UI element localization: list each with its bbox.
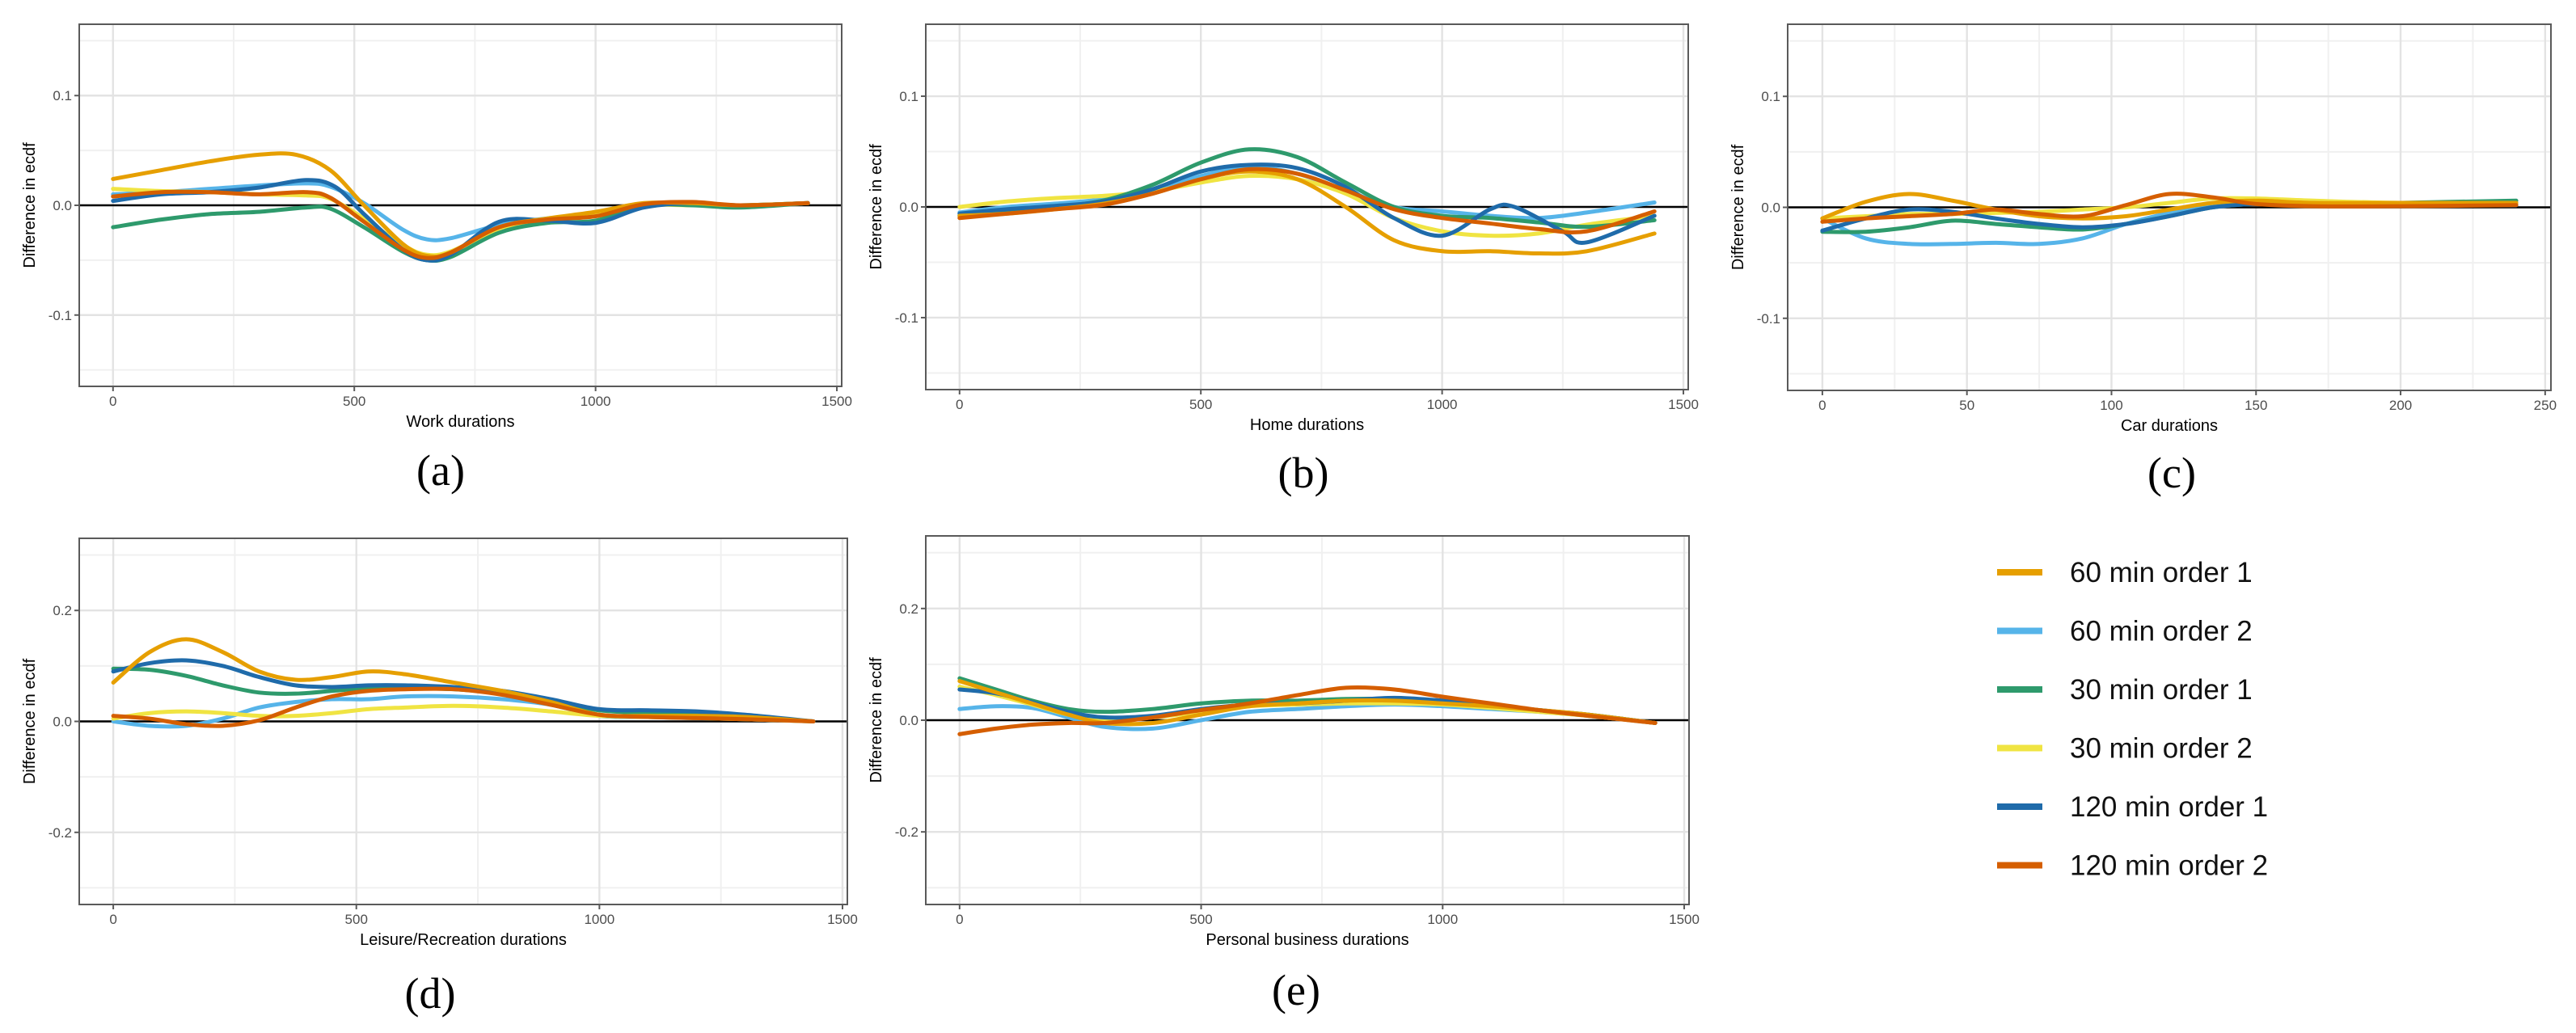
series-lines (111, 637, 816, 729)
series-line-120-min-order-2 (1820, 192, 2519, 224)
legend-label: 60 min order 1 (2070, 557, 2253, 588)
y-tick-label: 0.0 (53, 715, 72, 730)
series-lines (111, 151, 810, 264)
y-tick-label: 0.1 (1761, 89, 1780, 104)
series-lines (1820, 192, 2519, 247)
y-tick-label: -0.1 (49, 308, 72, 323)
x-tick-label: 200 (2389, 398, 2412, 413)
panel-label: (e) (1272, 966, 1320, 1014)
y-tick-label: 0.1 (53, 88, 72, 103)
y-axis-title: Difference in ecdf (1729, 144, 1747, 270)
series-lines (957, 147, 1657, 256)
legend-item: 30 min order 1 (1997, 674, 2253, 706)
panel-b: 0 500 1000 1500 -0.1 0.0 0.1 Home durations Diff… (868, 23, 1699, 497)
x-tick-label: 1000 (581, 394, 611, 409)
y-tick-label: -0.2 (49, 825, 72, 841)
panel-a: 0 500 1000 1500 -0.1 0.0 0.1 Work durations Diff… (21, 23, 852, 495)
legend-item: 30 min order 2 (1997, 733, 2253, 765)
x-axis-title: Work durations (406, 413, 514, 431)
series-line-120-min-order-2 (111, 189, 810, 260)
panel-label: (b) (1278, 449, 1329, 497)
legend-item: 120 min order 1 (1997, 791, 2268, 823)
x-axis-title: Personal business durations (1206, 931, 1408, 949)
y-tick-label: 0.0 (53, 198, 72, 213)
x-axis-title: Car durations (2121, 417, 2218, 435)
legend-label: 30 min order 1 (2070, 674, 2253, 706)
panel-d: 0 500 1000 1500 -0.2 0.0 0.2 Leisure/Recreation… (21, 538, 858, 1018)
y-tick-label: -0.2 (895, 824, 918, 840)
series-line-60-min-order-1 (957, 169, 1657, 256)
y-tick-label: -0.1 (1757, 311, 1780, 327)
y-tick-label: -0.1 (895, 310, 918, 326)
y-axis-title: Difference in ecdf (868, 657, 885, 783)
legend-label: 120 min order 2 (2070, 850, 2268, 882)
legend-item: 60 min order 1 (1997, 557, 2253, 588)
x-tick-label: 150 (2244, 398, 2267, 413)
x-tick-label: 500 (1189, 912, 1212, 927)
legend-item: 60 min order 2 (1997, 616, 2253, 647)
y-axis-title: Difference in ecdf (21, 658, 39, 784)
series-line-120-min-order-2 (957, 685, 1658, 736)
x-tick-label: 500 (1189, 397, 1212, 412)
y-tick-label: 0.0 (1761, 200, 1780, 216)
x-tick-label: 0 (1818, 398, 1826, 413)
x-tick-label: 1500 (821, 394, 852, 409)
series-line-60-min-order-1 (111, 637, 816, 723)
legend-label: 120 min order 1 (2070, 791, 2268, 823)
legend-label: 60 min order 2 (2070, 616, 2253, 647)
series-line-60-min-order-1 (1820, 192, 2519, 221)
series-lines (957, 676, 1658, 736)
panel-label: (a) (416, 446, 465, 495)
x-tick-label: 1000 (1427, 397, 1458, 412)
y-axis-title: Difference in ecdf (868, 144, 885, 270)
x-axis-title: Home durations (1250, 416, 1364, 434)
panel-label: (c) (2147, 449, 2196, 497)
x-tick-label: 0 (109, 912, 116, 927)
series-line-120-min-order-1 (957, 162, 1657, 245)
y-axis-title: Difference in ecdf (21, 142, 39, 268)
x-tick-label: 1000 (584, 912, 614, 927)
y-tick-label: 0.2 (899, 601, 918, 617)
y-tick-label: 0.0 (899, 713, 918, 728)
legend-item: 120 min order 2 (1997, 850, 2268, 882)
legend: 60 min order 1 60 min order 2 30 min order… (1997, 557, 2268, 882)
panel-c: 0 50 100 150 200 250 -0.1 0.0 0.1 Car durations Di… (1729, 23, 2557, 497)
panel-label: (d) (405, 969, 456, 1018)
x-tick-label: 1000 (1427, 912, 1458, 927)
x-tick-label: 250 (2534, 398, 2557, 413)
x-tick-label: 500 (343, 394, 365, 409)
series-line-120-min-order-1 (111, 658, 816, 723)
x-axis-title: Leisure/Recreation durations (360, 931, 567, 949)
panel-e: 0 500 1000 1500 -0.2 0.0 0.2 Personal business … (868, 535, 1700, 1014)
y-tick-label: 0.2 (53, 603, 72, 618)
x-tick-label: 0 (109, 394, 116, 409)
series-line-120-min-order-2 (957, 167, 1657, 234)
x-tick-label: 50 (1959, 398, 1974, 413)
x-tick-label: 1500 (1668, 397, 1699, 412)
x-tick-label: 1500 (827, 912, 858, 927)
x-tick-label: 500 (345, 912, 368, 927)
series-line-120-min-order-2 (111, 686, 816, 728)
x-tick-label: 100 (2100, 398, 2122, 413)
y-tick-label: 0.1 (899, 89, 918, 104)
legend-label: 30 min order 2 (2070, 733, 2253, 765)
x-tick-label: 1500 (1669, 912, 1700, 927)
series-line-30-min-order-1 (111, 200, 810, 264)
y-tick-label: 0.0 (899, 200, 918, 215)
x-tick-label: 0 (956, 912, 963, 927)
x-tick-label: 0 (956, 397, 963, 412)
